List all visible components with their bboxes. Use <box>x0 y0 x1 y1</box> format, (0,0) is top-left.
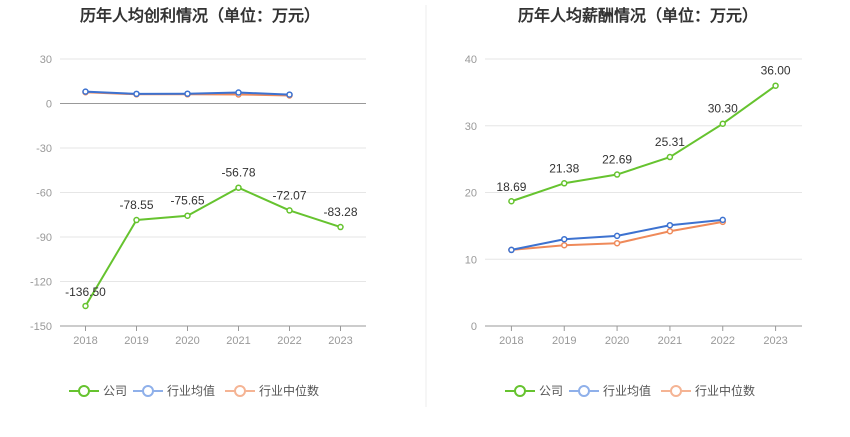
legend-marker <box>514 385 526 397</box>
y-axis-ticks: 40 30 20 10 0 <box>465 54 477 333</box>
x-tick-label: 2019 <box>124 335 148 347</box>
y-tick-label: 30 <box>465 121 477 133</box>
legend: 公司 行业均值 行业中位数 <box>505 383 755 398</box>
series-point-1 <box>184 90 191 97</box>
series-group <box>82 88 344 310</box>
series-point-0 <box>508 197 515 205</box>
legend-item[interactable]: 公司 <box>505 384 563 398</box>
series-line-0 <box>511 84 777 203</box>
data-label: 25.31 <box>655 135 685 149</box>
series-group <box>508 82 779 254</box>
data-label: -78.55 <box>119 198 153 212</box>
series-point-0 <box>337 223 344 231</box>
profit-per-capita-chart: 历年人均创利情况（单位：万元） 30 0 -30 -60 -90 -120 -150 201… <box>30 6 366 398</box>
data-label: -72.07 <box>272 188 306 202</box>
legend-label: 公司 <box>539 384 563 398</box>
data-label: 30.30 <box>708 102 738 116</box>
x-tick-label: 2019 <box>552 335 576 347</box>
series-point-1 <box>508 246 515 254</box>
series-point-2 <box>613 239 621 247</box>
x-tick-label: 2020 <box>175 335 199 347</box>
data-label: -75.65 <box>170 194 204 208</box>
legend-item[interactable]: 行业均值 <box>133 383 215 398</box>
series-point-1 <box>235 89 242 96</box>
legend-item[interactable]: 公司 <box>69 384 127 398</box>
series-point-1 <box>613 232 621 240</box>
series-point-1 <box>82 88 89 95</box>
x-tick-label: 2018 <box>73 335 97 347</box>
y-axis-ticks: 30 0 -30 -60 -90 -120 -150 <box>30 54 52 333</box>
y-tick-label: -30 <box>36 143 52 155</box>
grid-lines <box>60 58 366 282</box>
y-tick-label: -60 <box>36 188 52 200</box>
series-point-0 <box>719 120 726 127</box>
x-tick-label: 2023 <box>328 335 352 347</box>
data-labels: 18.69 21.38 22.69 25.31 30.30 36.00 <box>496 64 791 195</box>
legend-label: 行业中位数 <box>259 383 319 398</box>
legend-label: 行业均值 <box>167 383 215 398</box>
series-point-0 <box>561 180 568 187</box>
x-tick-label: 2022 <box>277 335 301 347</box>
legend-item[interactable]: 行业均值 <box>569 383 651 398</box>
x-tick-label: 2021 <box>226 335 250 347</box>
series-point-1 <box>133 90 140 98</box>
series-point-0 <box>184 212 191 219</box>
x-axis: 2018 2019 2020 2021 2022 2023 <box>485 325 802 347</box>
series-point-0 <box>613 171 621 178</box>
series-point-0 <box>133 216 140 224</box>
chart-title: 历年人均薪酬情况（单位：万元） <box>518 6 758 25</box>
data-label: 36.00 <box>761 64 791 78</box>
series-point-1 <box>561 235 568 243</box>
legend-label: 公司 <box>103 384 127 398</box>
x-axis: 2018 2019 2020 2021 2022 2023 <box>60 325 366 347</box>
series-point-0 <box>235 184 242 191</box>
series-line-0 <box>84 186 341 307</box>
y-tick-label: -120 <box>30 277 52 289</box>
legend-item[interactable]: 行业中位数 <box>661 383 755 398</box>
y-tick-label: 10 <box>465 254 477 266</box>
series-point-1 <box>719 216 726 224</box>
data-label: -136.50 <box>65 285 106 299</box>
data-label: 18.69 <box>496 180 526 194</box>
data-label: -56.78 <box>221 166 255 180</box>
legend-label: 行业均值 <box>603 383 651 398</box>
data-label: 21.38 <box>549 161 579 175</box>
chart-title: 历年人均创利情况（单位：万元） <box>80 6 320 25</box>
series-point-0 <box>666 153 674 161</box>
series-point-0 <box>772 82 779 89</box>
legend: 公司 行业均值 行业中位数 <box>69 383 319 398</box>
y-tick-label: 40 <box>465 54 477 66</box>
x-tick-label: 2018 <box>499 335 523 347</box>
y-tick-label: 0 <box>46 99 52 111</box>
x-tick-label: 2023 <box>763 335 787 347</box>
legend-marker <box>578 385 590 397</box>
y-tick-label: -150 <box>30 321 52 333</box>
y-tick-label: 30 <box>40 54 52 66</box>
series-point-0 <box>82 302 89 310</box>
series-point-1 <box>666 221 674 229</box>
y-tick-label: 20 <box>465 188 477 200</box>
series-point-2 <box>666 227 674 235</box>
legend-marker <box>142 385 154 397</box>
legend-item[interactable]: 行业中位数 <box>225 383 319 398</box>
legend-marker <box>78 385 90 397</box>
legend-marker <box>234 385 246 397</box>
legend-marker <box>670 385 682 397</box>
x-tick-label: 2022 <box>711 335 735 347</box>
y-tick-label: -90 <box>36 232 52 244</box>
legend-label: 行业中位数 <box>695 383 755 398</box>
y-tick-label: 0 <box>471 321 477 333</box>
data-label: -83.28 <box>323 205 357 219</box>
series-point-1 <box>286 91 293 98</box>
data-label: 22.69 <box>602 153 632 167</box>
series-point-2 <box>561 241 568 249</box>
series-point-0 <box>286 207 293 214</box>
data-labels: -136.50 -78.55 -75.65 -56.78 -72.07 -83.28 <box>65 166 358 299</box>
x-tick-label: 2020 <box>605 335 629 347</box>
x-tick-label: 2021 <box>658 335 682 347</box>
grid-lines <box>485 58 802 260</box>
